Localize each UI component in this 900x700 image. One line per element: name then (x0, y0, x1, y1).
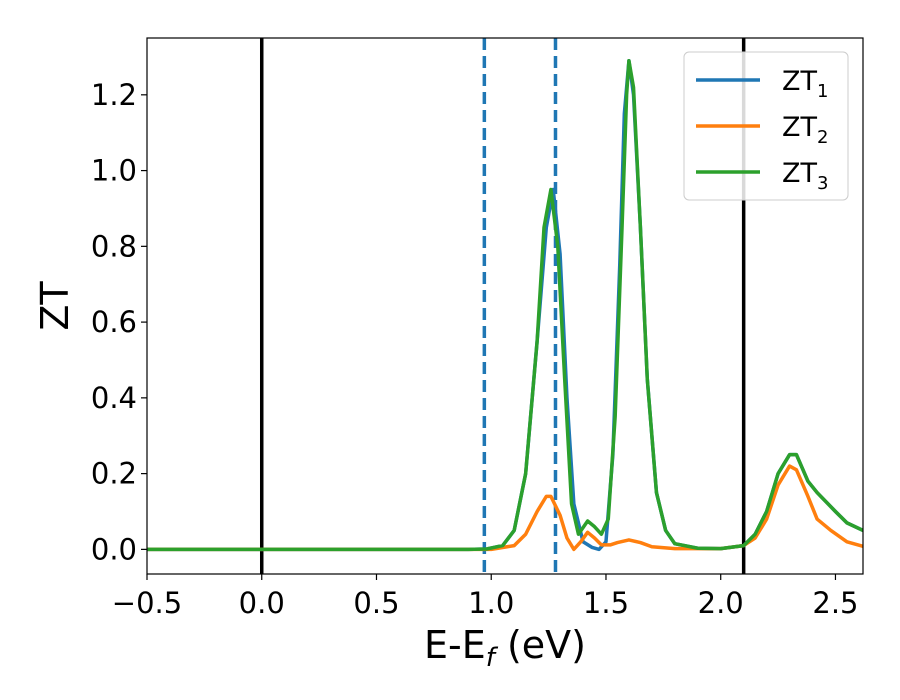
x-tick-label: 2.5 (812, 586, 858, 620)
y-tick-label: 0.8 (91, 229, 137, 263)
y-tick-label: 0.6 (91, 305, 137, 339)
legend-label-zt1: ZT1 (782, 66, 828, 102)
x-tick-label: 1.0 (468, 586, 514, 620)
series-lines (147, 58, 863, 552)
x-axis: −0.5 0.0 0.5 1.0 1.5 2.0 2.5 (112, 574, 859, 620)
x-axis-label: E-Ef (eV) (424, 623, 586, 673)
x-tick-label: 1.5 (583, 586, 629, 620)
reference-lines (259, 38, 746, 574)
y-axis: 0.0 0.2 0.4 0.6 0.8 1.0 1.2 (91, 78, 147, 566)
x-tick-label: 0.0 (239, 586, 285, 620)
y-tick-label: 0.2 (91, 457, 137, 491)
series-line-zt3 (147, 58, 863, 552)
legend-label-zt3: ZT3 (782, 158, 828, 194)
legend-label-zt2: ZT2 (782, 112, 828, 148)
plot-frame (146, 37, 864, 575)
x-tick-label: 2.0 (698, 586, 744, 620)
y-tick-label: 1.2 (91, 78, 137, 112)
x-tick-label: −0.5 (112, 586, 182, 620)
y-tick-label: 1.0 (91, 154, 137, 188)
legend-box (683, 51, 849, 201)
y-tick-label: 0.0 (91, 532, 137, 566)
series-line-zt2 (147, 464, 863, 552)
legend: ZT1 ZT2 ZT3 (683, 51, 849, 201)
y-tick-label: 0.4 (91, 381, 137, 415)
x-tick-label: 0.5 (353, 586, 399, 620)
y-axis-label: ZT (33, 281, 77, 331)
